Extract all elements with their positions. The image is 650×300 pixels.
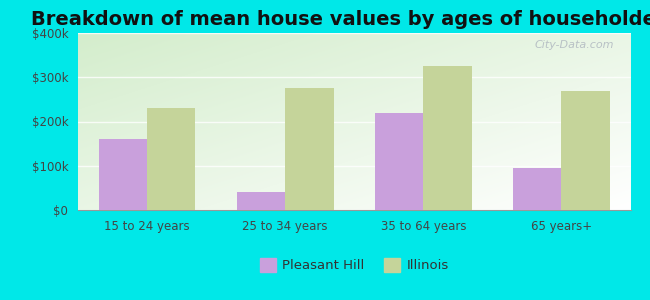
Text: City-Data.com: City-Data.com <box>534 40 614 50</box>
Legend: Pleasant Hill, Illinois: Pleasant Hill, Illinois <box>254 253 454 278</box>
Bar <box>562 91 610 210</box>
Bar <box>237 192 285 210</box>
Bar <box>99 139 147 210</box>
Bar <box>285 88 333 210</box>
Bar <box>513 168 562 210</box>
Bar <box>375 112 423 210</box>
Bar <box>147 108 196 210</box>
Title: Breakdown of mean house values by ages of householders: Breakdown of mean house values by ages o… <box>31 10 650 29</box>
Bar <box>423 66 472 210</box>
